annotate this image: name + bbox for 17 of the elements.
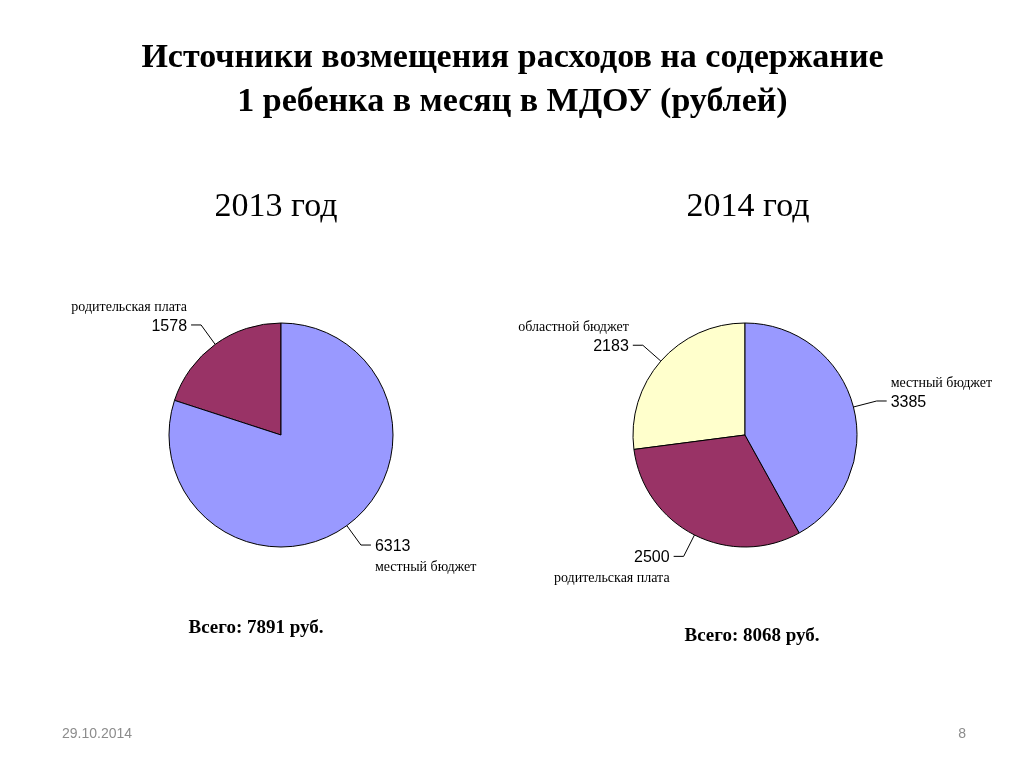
slice-label: областной бюджет (518, 319, 629, 335)
text: 8 (958, 725, 966, 741)
data-label: 2500 (634, 548, 670, 566)
data-label: 6313 (374, 537, 411, 555)
slice-label: местный бюджет (374, 559, 477, 575)
text: Всего: 7891 руб. (187, 616, 325, 638)
text: 29.10.2014 (62, 725, 133, 741)
data-label: 2183 (593, 337, 629, 355)
slice-label: родительская плата (71, 298, 188, 314)
slice-label: родительская плата (553, 570, 671, 586)
chart-title: Источники возмещения расходов на содержание 1 ребенка в месяц в МДОУ (рублей) (140, 36, 885, 120)
data-label: 3385 (890, 393, 927, 410)
data-label: 1578 (151, 316, 188, 334)
chart-subtitle: 2013 год (213, 186, 339, 224)
slice-label: местный бюджет (890, 375, 993, 390)
chart-subtitle: 2014 год (685, 186, 811, 224)
text: Всего: 8068 руб. (683, 624, 821, 646)
